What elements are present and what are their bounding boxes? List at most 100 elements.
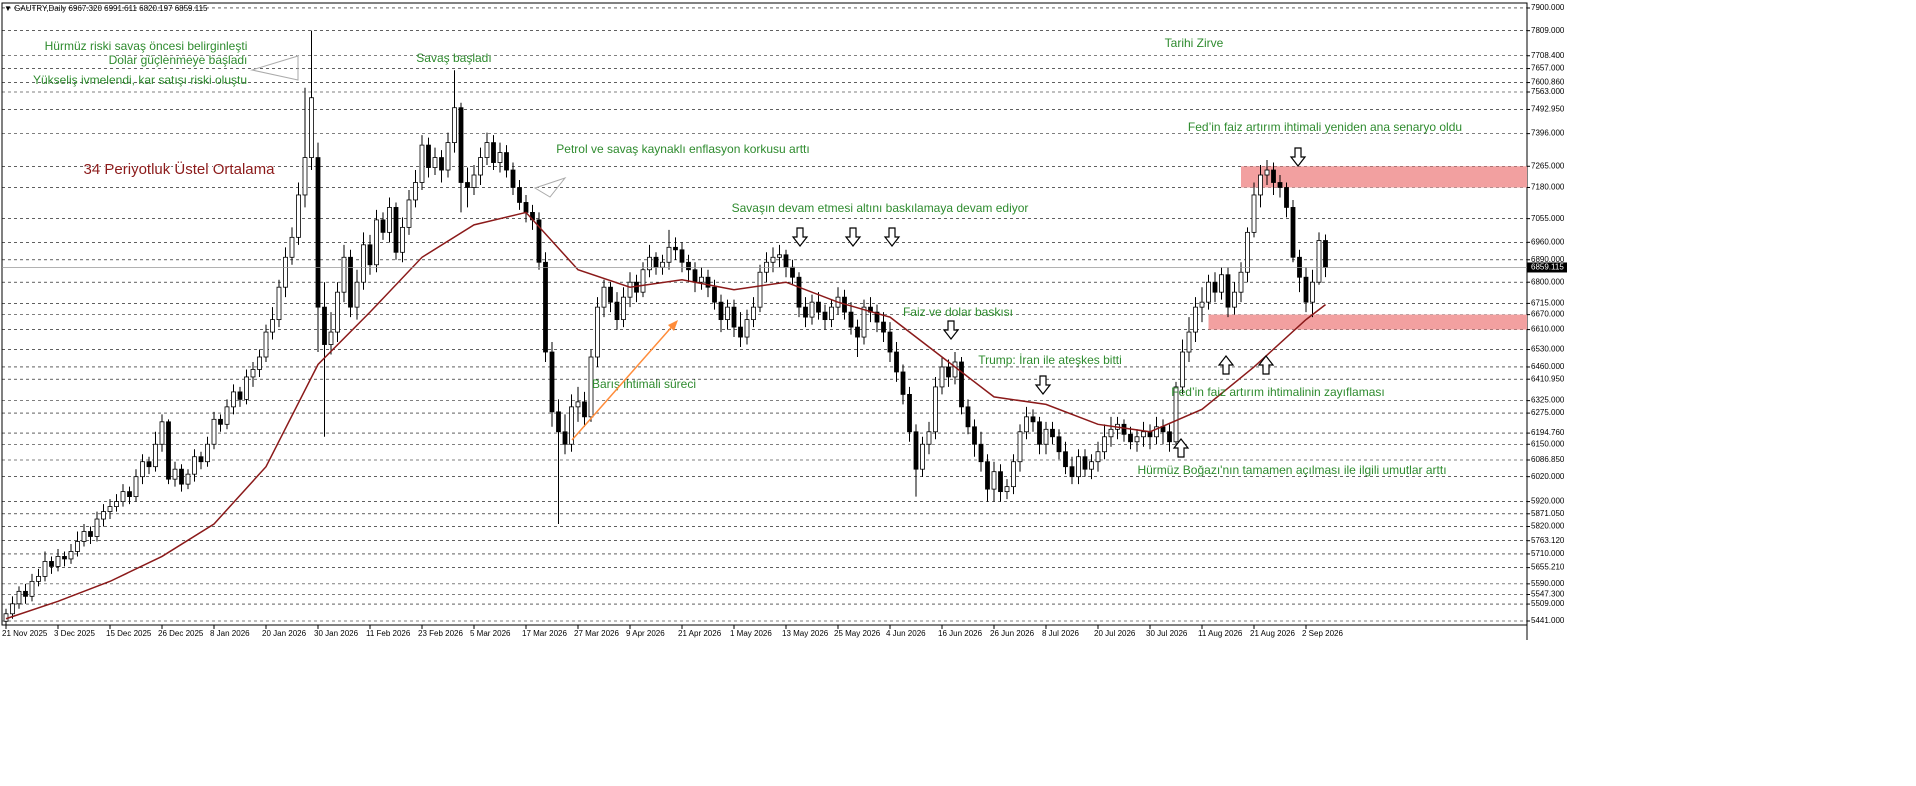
candle-body (1069, 466, 1075, 478)
candle-body (419, 144, 425, 183)
candle-body (309, 97, 314, 158)
candle-body (614, 301, 620, 321)
candle-body (621, 296, 626, 321)
y-tick-label: 7396.000 (1531, 129, 1565, 138)
candle-body (1316, 240, 1322, 283)
y-tick-label: 7809.000 (1531, 26, 1565, 35)
candle-body (244, 376, 249, 400)
candle-body (549, 351, 555, 413)
x-tick-label: 26 Jun 2026 (990, 629, 1035, 638)
annotation: Savaş başladı (416, 51, 491, 65)
candle-body (42, 561, 48, 577)
candle-body (751, 306, 756, 321)
candle-body (172, 468, 178, 480)
x-tick-label: 30 Jul 2026 (1146, 629, 1188, 638)
x-tick-label: 15 Dec 2025 (106, 629, 152, 638)
candle-body (894, 351, 899, 373)
candle-body (1290, 207, 1296, 258)
y-tick-label: 6150.000 (1531, 439, 1565, 448)
chart-title: ▼ GAUTRY,Daily 6967.320 6991.611 6820.19… (4, 4, 208, 13)
candle-body (588, 356, 594, 418)
last-price-box (1527, 262, 1567, 273)
grid: 7900.000 7809.000 7708.400 7657.000 7600.860… (2, 3, 1565, 638)
candle-body (803, 306, 808, 318)
y-tick-label: 5441.000 (1531, 616, 1565, 625)
y-tick-label: 7055.000 (1531, 214, 1565, 223)
candle-body (1141, 431, 1146, 438)
candle-body (523, 202, 529, 213)
x-tick-label: 23 Feb 2026 (418, 629, 463, 638)
candle-body (127, 491, 132, 498)
x-tick-label: 20 Jul 2026 (1094, 629, 1136, 638)
candle-body (179, 468, 184, 485)
candle-body (1303, 276, 1309, 303)
candle-body (1238, 271, 1244, 293)
annotation: Barış ihtimali süreci (592, 377, 696, 391)
x-tick-label: 26 Dec 2025 (158, 629, 204, 638)
y-tick-label: 6086.850 (1531, 455, 1565, 464)
candle-body (1271, 169, 1276, 183)
candle-body (731, 306, 737, 328)
candle-body (900, 371, 906, 395)
ema-line (5, 211, 1326, 620)
candle-body (959, 361, 964, 408)
candle-body (972, 426, 977, 445)
x-tick-label: 16 Jun 2026 (938, 629, 983, 638)
candle-body (562, 431, 568, 445)
candle-body (23, 590, 28, 597)
candle-body (1167, 431, 1172, 443)
candle-body (205, 443, 210, 463)
y-tick-label: 7265.000 (1531, 161, 1565, 170)
zones (1208, 166, 1527, 330)
candle-body (926, 431, 932, 445)
candle-body (471, 174, 477, 188)
candle-body (1199, 301, 1205, 308)
x-tick-label: 13 May 2026 (782, 629, 829, 638)
candle-body (432, 157, 438, 168)
candle-body (601, 286, 607, 308)
y-tick-label: 6610.000 (1531, 325, 1565, 334)
candle-body (367, 244, 373, 266)
candle-body (107, 506, 113, 512)
candle-body (1011, 461, 1016, 488)
candle-body (816, 301, 821, 313)
candle-body (1284, 187, 1289, 208)
candle-body (796, 276, 802, 308)
candle-body (413, 182, 418, 201)
candle-body (296, 194, 301, 238)
candle-body (75, 541, 80, 552)
x-tick-label: 5 Mar 2026 (470, 629, 511, 638)
candle-body (406, 199, 412, 228)
candle-body (536, 219, 542, 263)
candle-body (1277, 182, 1283, 188)
y-tick-label: 7657.000 (1531, 64, 1565, 73)
candle-body (400, 226, 405, 253)
candle-body (1186, 331, 1192, 353)
candle-body (829, 306, 834, 321)
arrow-up (1257, 355, 1275, 375)
y-tick-label: 5710.000 (1531, 549, 1565, 558)
candle-body (913, 431, 919, 470)
y-tick-label: 6960.000 (1531, 237, 1565, 246)
candle-body (1004, 486, 1010, 493)
candle-body (1310, 281, 1315, 303)
candle-body (140, 461, 145, 478)
candle-body (328, 331, 334, 345)
candle-body (1037, 421, 1042, 445)
candle-body (1245, 231, 1250, 273)
candle-body (361, 244, 366, 283)
plot-frame (1, 2, 1528, 626)
candle-body (712, 286, 717, 303)
candle-body (211, 418, 217, 445)
candle-body (1128, 433, 1133, 443)
x-tick-label: 8 Jan 2026 (210, 629, 250, 638)
candle-body (933, 386, 938, 433)
y-tick-label: 6890.000 (1531, 255, 1565, 264)
candle-body (114, 501, 119, 507)
candle-body (120, 491, 126, 502)
candle-body (1056, 436, 1062, 453)
x-tick-label: 1 May 2026 (730, 629, 772, 638)
candle-body (1212, 281, 1218, 293)
candle-body (1258, 174, 1263, 196)
candle-body (582, 401, 587, 418)
